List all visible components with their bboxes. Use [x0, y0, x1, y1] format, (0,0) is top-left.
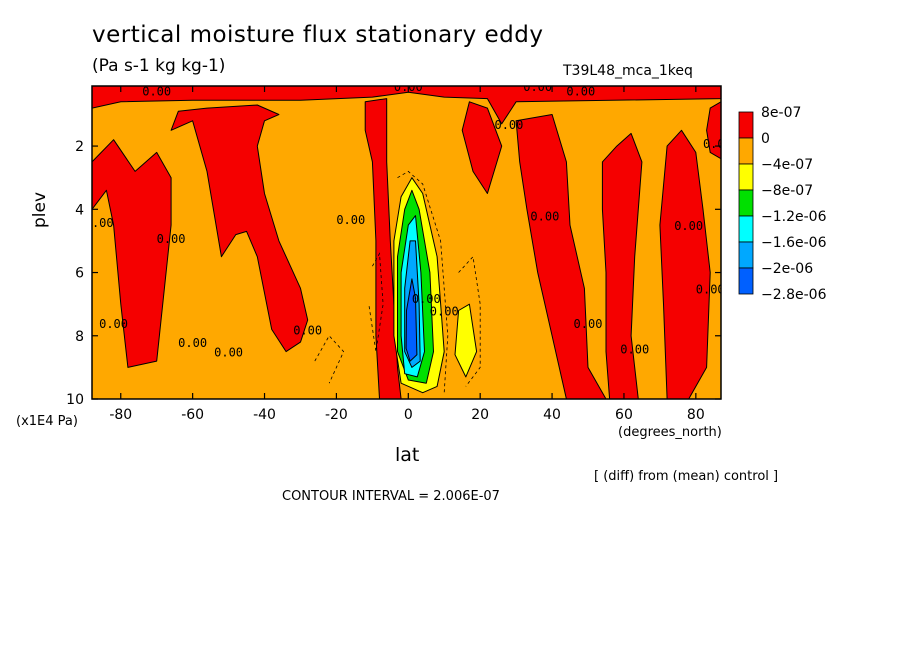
contour-label: 0.00: [523, 80, 552, 94]
contour-label: 0.00: [178, 336, 207, 350]
colorbar-label: −2e-06: [761, 261, 813, 277]
contour-label: 0.00: [566, 85, 595, 99]
contour-region: [364, 98, 402, 399]
negative-contour-line: [458, 255, 481, 387]
contour-region: [515, 114, 607, 399]
contour-label: 0.00: [336, 213, 365, 227]
colorbar-swatch: [738, 215, 754, 243]
colorbar-label: −1.6e-06: [761, 235, 827, 251]
colorbar-label: −2.8e-06: [761, 287, 827, 303]
contour-label: 0.00: [157, 232, 186, 246]
colorbar-label: −4e-07: [761, 157, 813, 173]
contour-label: 0.00: [214, 346, 243, 360]
contour-label: 0.00: [696, 282, 725, 296]
contour-region: [601, 132, 643, 399]
contour-interval: CONTOUR INTERVAL = 2.006E-07: [282, 489, 500, 504]
x-tick-label: 60: [615, 407, 633, 423]
y-tick-label: 4: [75, 202, 84, 218]
colorbar-label: 0: [761, 131, 770, 147]
x-tick-label: 80: [687, 407, 705, 423]
x-axis-label: lat: [395, 444, 420, 466]
contour-label: 0.00: [530, 210, 559, 224]
x-tick-label: 0: [404, 407, 413, 423]
contour-label: 0.00: [293, 323, 322, 337]
x-tick-label: -80: [109, 407, 132, 423]
contour-region: [659, 129, 711, 399]
contour-label: 0.00: [142, 85, 171, 99]
negative-contour-line: [314, 335, 345, 384]
run-label: T39L48_mca_1keq: [563, 63, 693, 79]
colorbar-swatch: [738, 111, 754, 139]
y-tick-label: 8: [75, 329, 84, 345]
contour-region: [170, 104, 309, 353]
contour-label: 0.00: [674, 219, 703, 233]
contour-label: 0.00: [574, 317, 603, 331]
contour-label: 0.00: [412, 292, 441, 306]
contour-region: [454, 303, 478, 378]
colorbar-swatch: [738, 137, 754, 165]
colorbar-swatch: [738, 267, 754, 295]
x-tick-label: -20: [325, 407, 348, 423]
colorbar-label: 8e-07: [761, 105, 801, 121]
negative-contour-line: [397, 170, 449, 393]
contour-label: 0.00: [494, 118, 523, 132]
contour-label: 0.00: [620, 342, 649, 356]
y-tick-label: 2: [75, 139, 84, 155]
y-axis-unit: (x1E4 Pa): [16, 414, 78, 429]
contour-region: [92, 86, 721, 125]
contour-label: 0.00: [99, 317, 128, 331]
contour-label: 0.00: [703, 137, 732, 151]
y-tick-label: 10: [66, 392, 84, 408]
colorbar-swatch: [738, 241, 754, 269]
contour-region: [706, 101, 721, 160]
colorbar-label: −1.2e-06: [761, 209, 827, 225]
contour-region: [92, 139, 172, 368]
contour-region: [461, 101, 503, 194]
contour-label: 0.00: [85, 216, 114, 230]
colorbar-label: −8e-07: [761, 183, 813, 199]
x-tick-label: 20: [471, 407, 489, 423]
chart-title: vertical moisture flux stationary eddy: [92, 22, 544, 48]
x-tick-label: -40: [253, 407, 276, 423]
x-tick-label: 40: [543, 407, 561, 423]
x-axis-unit: (degrees_north): [618, 425, 722, 440]
contour-region: [405, 278, 418, 362]
x-tick-label: -60: [181, 407, 204, 423]
units-label: (Pa s-1 kg kg-1): [92, 56, 226, 76]
colorbar-swatch: [738, 189, 754, 217]
contour-label: 0.00: [430, 304, 459, 318]
y-tick-label: 6: [75, 266, 84, 282]
diff-note: [ (diff) from (mean) control ]: [594, 469, 779, 484]
plot-frame: [91, 85, 722, 400]
colorbar-swatch: [738, 163, 754, 191]
